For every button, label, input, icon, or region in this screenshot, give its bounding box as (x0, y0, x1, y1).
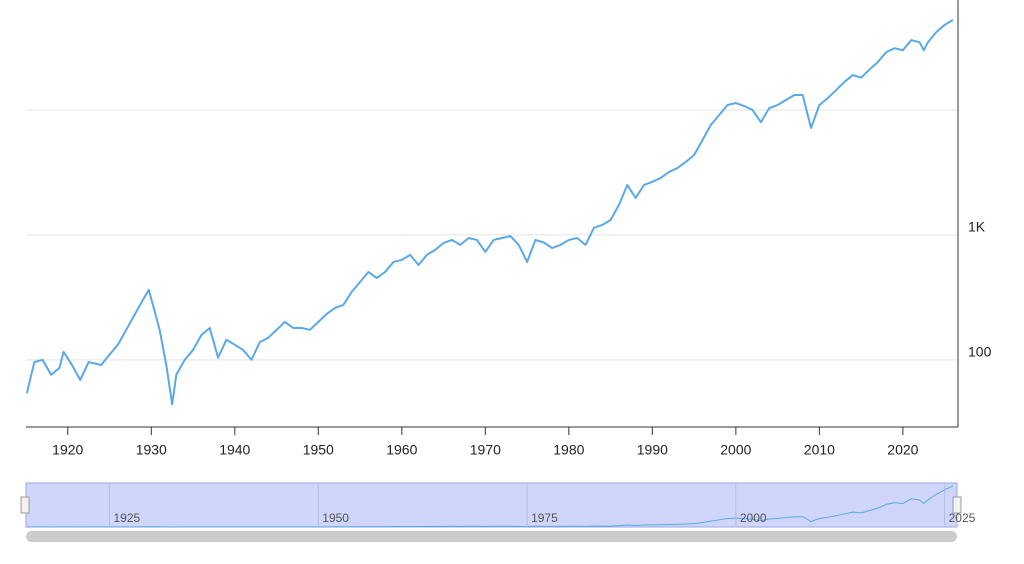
x-tick-label: 1980 (553, 442, 584, 458)
navigator: 1925 1950 1975 2000 2025 (26, 483, 976, 528)
x-tick-label: 1940 (219, 442, 250, 458)
navigator-handle-right[interactable] (952, 496, 962, 514)
plot: 100 1K 1920 1930 1940 1950 1960 1970 1980 1990 200… (25, 0, 992, 458)
x-tick-label: 2020 (887, 442, 918, 458)
navigator-tick-label: 2000 (740, 511, 767, 525)
scrollbar[interactable] (26, 531, 957, 542)
navigator-line (26, 485, 954, 528)
navigator-handle-left[interactable] (20, 496, 30, 514)
navigator-tick-label: 1975 (531, 511, 558, 525)
line (25, 19, 954, 406)
navigator-window[interactable] (25, 482, 958, 528)
x-tick-label: 1920 (52, 442, 83, 458)
x-tick-label: 1970 (470, 442, 501, 458)
navigator-tick-label: 1950 (322, 511, 349, 525)
y-tick-label: 100 (968, 344, 992, 360)
x-tick-label: 2010 (804, 442, 835, 458)
x-tick-label: 1950 (303, 442, 334, 458)
y-tick-label: 1K (968, 219, 986, 235)
navigator-tick-label: 1925 (114, 511, 141, 525)
navigator-tick-label: 2025 (949, 511, 976, 525)
x-tick-label: 1960 (386, 442, 417, 458)
x-tick-label: 2000 (720, 442, 751, 458)
x-tick-label: 1990 (637, 442, 668, 458)
x-tick-label: 1930 (136, 442, 167, 458)
